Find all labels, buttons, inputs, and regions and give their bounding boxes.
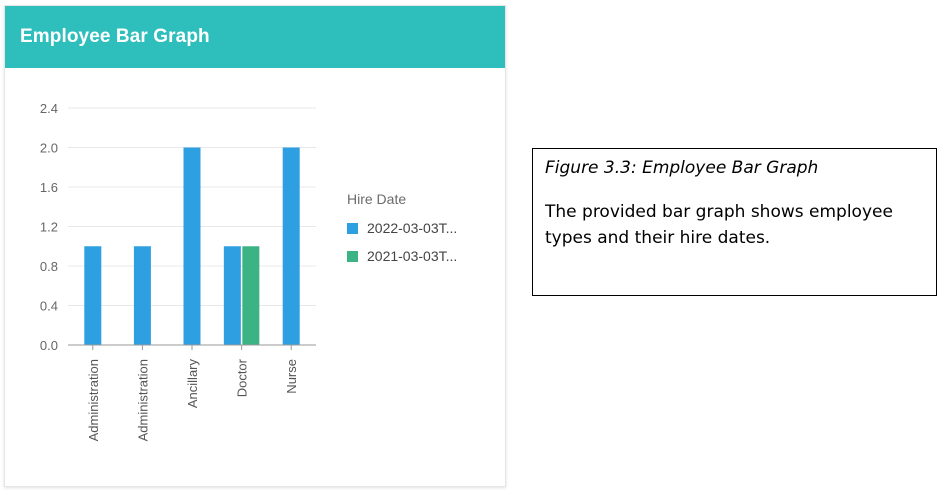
legend-item-series-2[interactable]: 2021-03-03T... [347, 247, 457, 265]
bar-1-3[interactable] [183, 147, 201, 346]
bar-chart: 0.00.40.81.21.62.02.4 Administration Admi… [40, 101, 316, 441]
y-tick-label: 0.0 [40, 338, 58, 353]
y-tick-label: 0.4 [40, 299, 58, 314]
bar-1-4[interactable] [223, 246, 241, 345]
legend-item-series-1[interactable]: 2022-03-03T... [347, 219, 457, 237]
figure-caption-title: Figure 3.3: Employee Bar Graph [545, 158, 819, 178]
legend-swatch-series-1 [347, 222, 358, 234]
card-header: Employee Bar Graph [5, 6, 505, 68]
x-tick-label: Ancillary [185, 359, 200, 409]
x-tick-label: Administration [86, 359, 101, 441]
bar-1-5[interactable] [282, 147, 300, 346]
bar-1-1[interactable] [84, 246, 102, 345]
x-axis-ticks: Administration Administration Ancillary Doc… [86, 345, 299, 441]
y-tick-label: 1.6 [40, 180, 58, 195]
legend-label-series-2: 2021-03-03T... [367, 248, 458, 264]
card-title: Employee Bar Graph [20, 26, 210, 47]
figure-caption-text: The provided bar graph shows employee ty… [545, 202, 893, 248]
x-tick-label: Nurse [284, 359, 299, 394]
legend-swatch-series-2 [347, 250, 358, 262]
legend-title: Hire Date [347, 191, 407, 207]
y-axis-ticks: 0.0 0.4 0.8 1.2 1.6 2.0 2.4 [40, 101, 58, 353]
legend-label-series-1: 2022-03-03T... [367, 220, 458, 236]
bar-1-2[interactable] [133, 246, 151, 345]
bar-2-4[interactable] [242, 246, 260, 345]
y-tick-label: 2.0 [40, 141, 58, 156]
y-tick-label: 2.4 [40, 101, 58, 116]
x-tick-label: Administration [135, 359, 150, 441]
y-tick-label: 0.8 [40, 259, 58, 274]
figure-caption-box: Figure 3.3: Employee Bar Graph The provi… [532, 148, 937, 296]
bars [84, 147, 300, 346]
chart-card: Employee Bar Graph 0.0 0.4 0.8 1.2 1.6 2.0 2.4… [4, 5, 506, 487]
y-tick-label: 1.2 [40, 220, 58, 235]
x-tick-label: Doctor [235, 358, 250, 397]
